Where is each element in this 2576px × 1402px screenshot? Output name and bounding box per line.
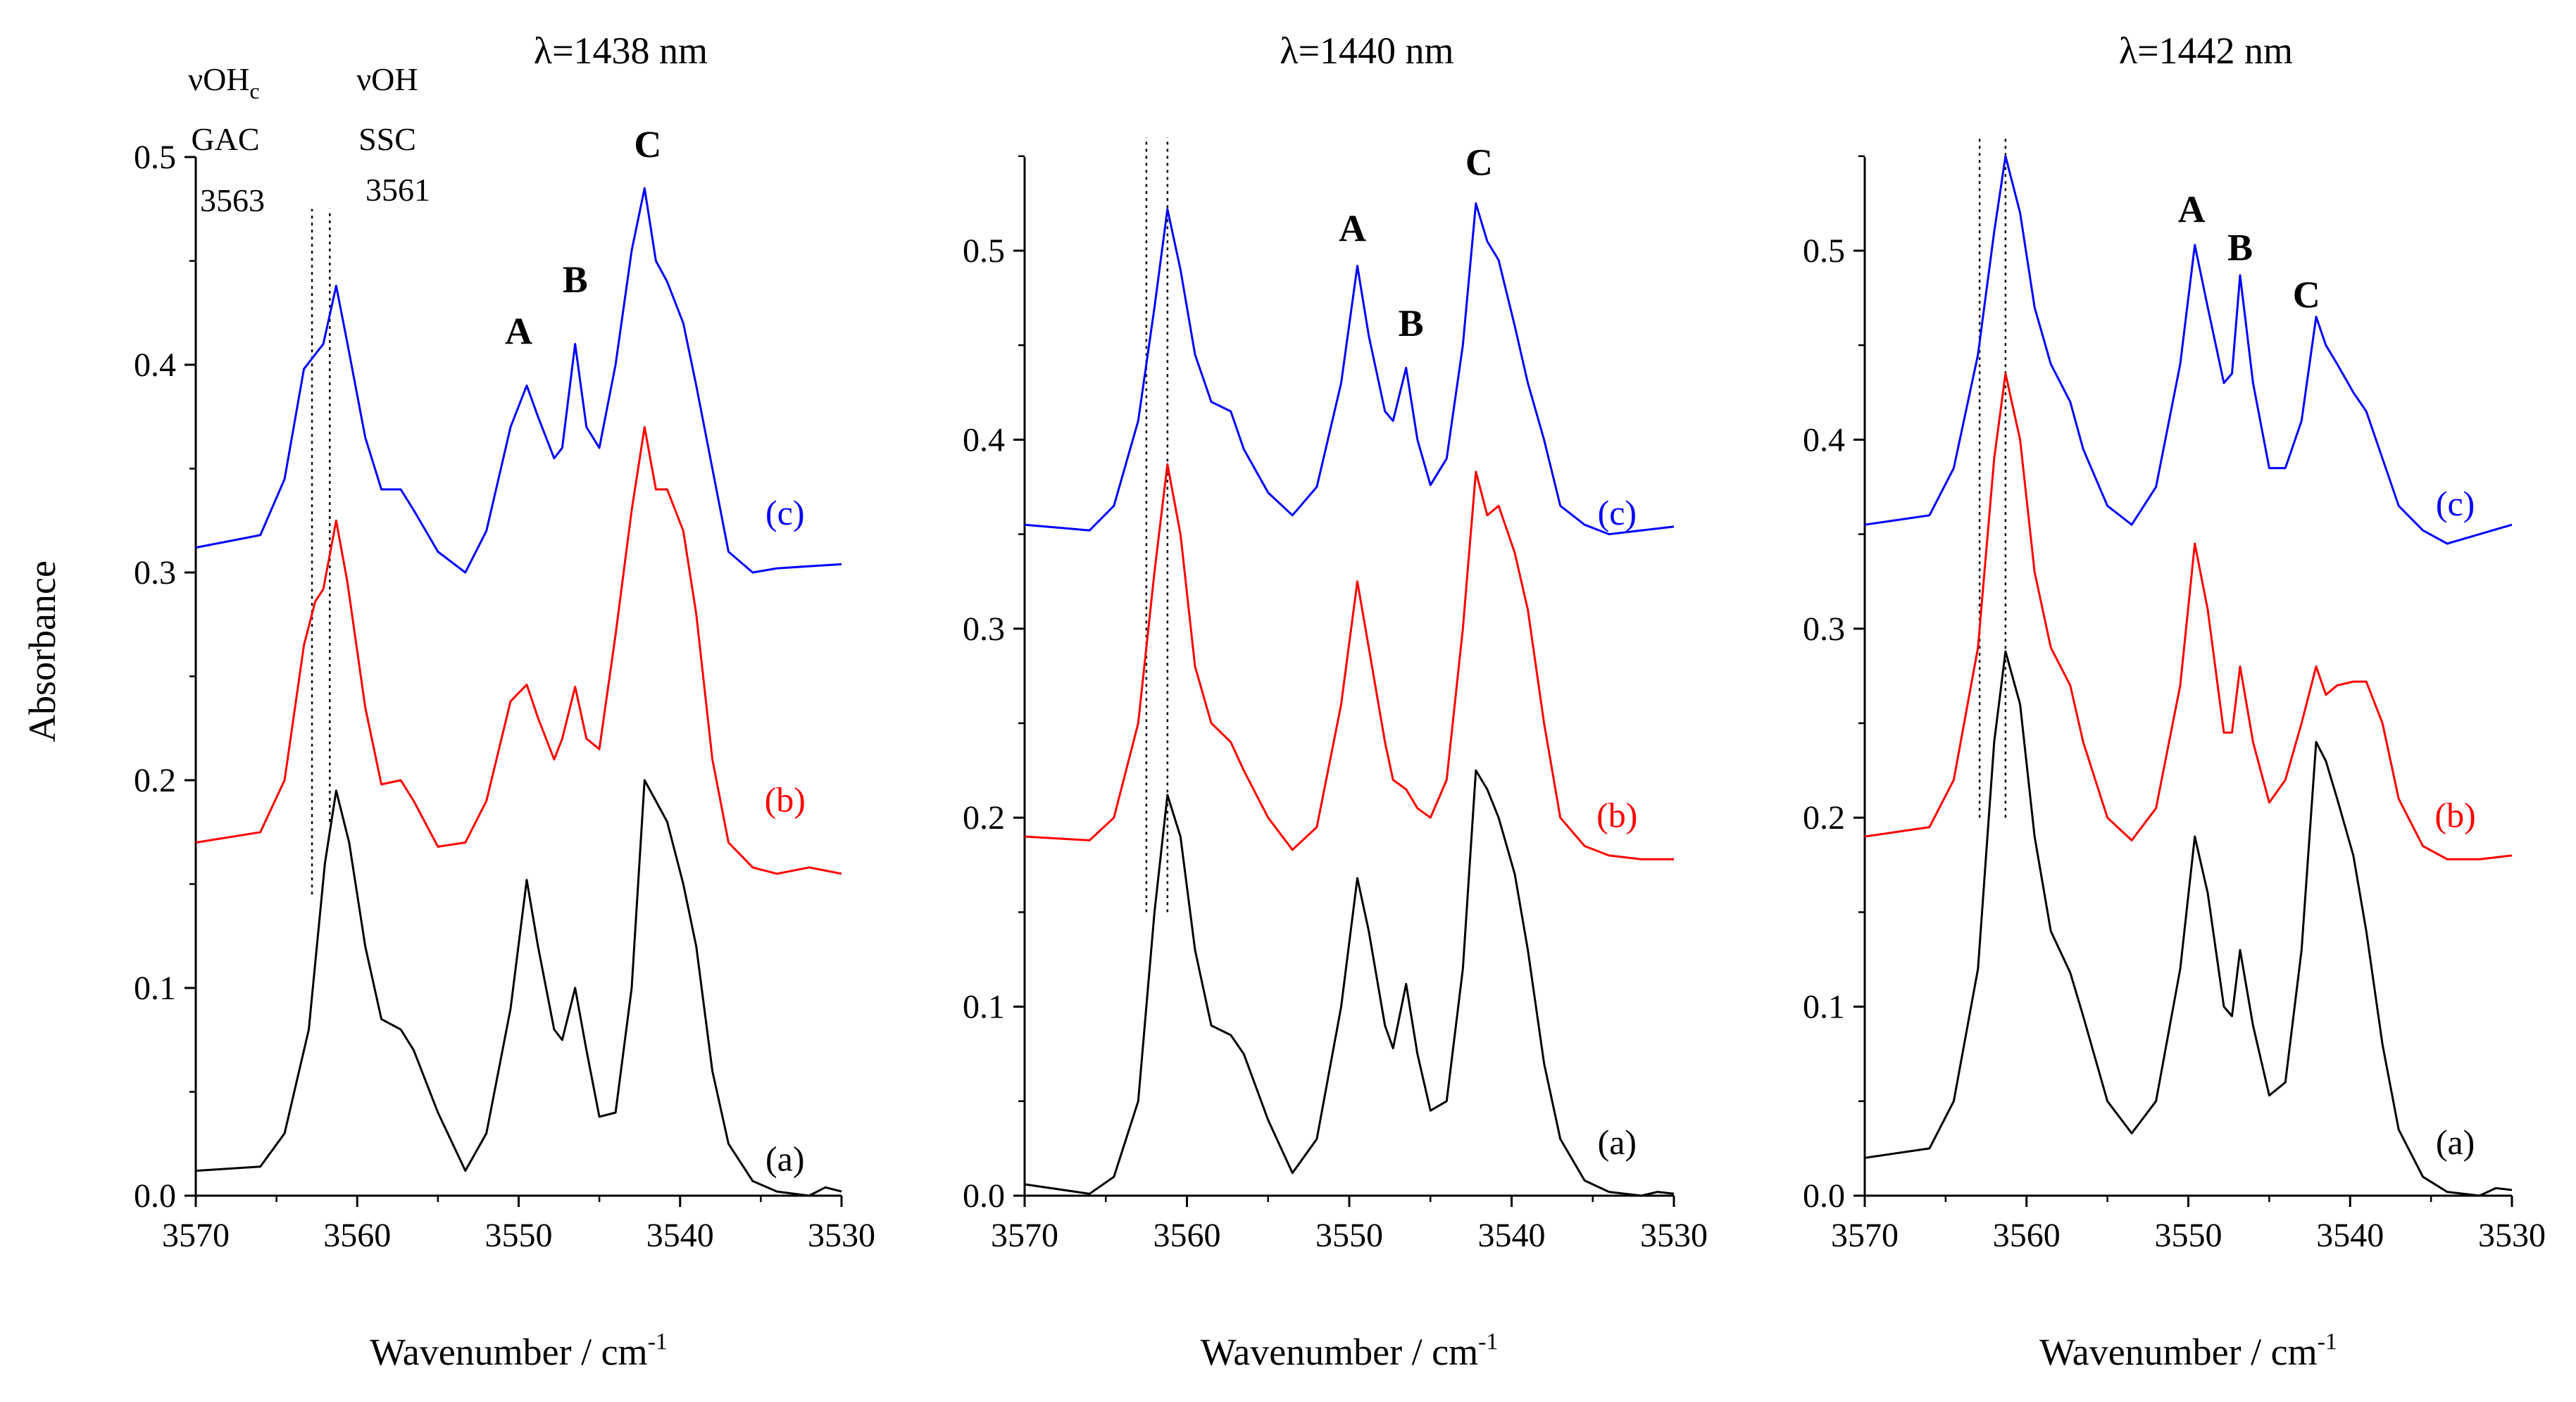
- x-tick-label: 3540: [646, 1217, 714, 1254]
- peak-label: C: [2293, 274, 2320, 316]
- x-tick-label: 3560: [1993, 1217, 2061, 1254]
- series-label: (b): [2434, 796, 2475, 835]
- series-label: (c): [765, 493, 805, 532]
- y-tick-label: 0.2: [1803, 799, 1845, 837]
- x-tick-label: 3570: [991, 1217, 1058, 1254]
- peak-label: B: [2227, 226, 2253, 268]
- annotation-gac-line3: 3563: [200, 182, 265, 218]
- peak-label: A: [1339, 208, 1366, 250]
- y-tick-label: 0.0: [1803, 1177, 1845, 1215]
- x-axis-title: Wavenumber / cm-1: [2039, 1329, 2337, 1373]
- x-tick-label: 3550: [1315, 1217, 1383, 1254]
- series-label: (b): [1596, 796, 1637, 835]
- y-tick-label: 0.1: [1803, 989, 1845, 1026]
- series-line: [1024, 769, 1675, 1197]
- y-axis-title: Absorbance: [21, 561, 63, 742]
- annotation-ssc: νOH SSC 3561: [356, 61, 430, 208]
- series-line: [1024, 463, 1674, 860]
- series-line: [1864, 155, 2513, 545]
- x-tick-label: 3570: [162, 1217, 230, 1254]
- series-line: [195, 187, 842, 574]
- series-label: (a): [1598, 1122, 1637, 1162]
- x-axis-title: Wavenumber / cm-1: [370, 1329, 668, 1373]
- x-tick-label: 3540: [2316, 1217, 2384, 1254]
- panel-title: λ=1440 nm: [1280, 30, 1453, 72]
- series-line: [195, 779, 842, 1197]
- annotation-gac-line2: GAC: [191, 121, 259, 157]
- y-tick-label: 0.1: [963, 989, 1005, 1026]
- x-tick-label: 3560: [1153, 1217, 1221, 1254]
- peak-label: C: [1465, 142, 1493, 184]
- y-tick-label: 0.5: [963, 232, 1005, 270]
- annotation-gac-line1: νOHc: [188, 61, 259, 104]
- series-label: (a): [765, 1139, 805, 1179]
- y-tick-label: 0.3: [1803, 611, 1845, 648]
- y-tick-label: 0.5: [134, 139, 176, 176]
- y-tick-label: 0.1: [134, 970, 176, 1007]
- y-tick-label: 0.5: [1803, 232, 1845, 270]
- panel-title: λ=1438 nm: [534, 30, 708, 72]
- panel-1438: 3570 3560 3550 3540 3530 0.0 0.1 0.2 0.3 0.4 0.5 λ=…: [134, 30, 875, 1373]
- peak-label: A: [505, 311, 532, 353]
- panel-1440: 3570 3560 3550 3540 3530 0.0 0.1 0.2 0.3 0.4 0.5 λ=…: [963, 30, 1708, 1373]
- series-line: [1864, 650, 2513, 1197]
- x-tick-label: 3540: [1478, 1217, 1546, 1254]
- series-line: [195, 426, 842, 875]
- annotation-ssc-line3: 3561: [365, 172, 430, 208]
- y-tick-label: 0.0: [963, 1177, 1005, 1215]
- y-tick-label: 0.4: [963, 421, 1005, 458]
- peak-label: B: [1399, 302, 1424, 344]
- annotation-ssc-line2: SSC: [358, 121, 416, 157]
- peak-label: B: [563, 258, 588, 301]
- x-tick-label: 3530: [808, 1217, 875, 1254]
- panel-1442: 3570 3560 3550 3540 3530 0.0 0.1 0.2 0.3 0.4 0.5 λ=…: [1803, 30, 2546, 1373]
- x-tick-label: 3560: [323, 1217, 391, 1254]
- peak-label: A: [2178, 189, 2206, 231]
- y-tick-label: 0.2: [134, 762, 176, 799]
- series-label: (b): [765, 780, 806, 819]
- series-line: [1024, 202, 1675, 536]
- peak-label: C: [634, 123, 661, 165]
- x-tick-label: 3550: [485, 1217, 553, 1254]
- x-axis-title: Wavenumber / cm-1: [1201, 1329, 1499, 1373]
- series-label: (a): [2436, 1122, 2475, 1162]
- x-tick-label: 3530: [1640, 1217, 1708, 1254]
- series-line: [1864, 373, 2513, 860]
- y-tick-label: 0.4: [1803, 421, 1845, 458]
- series-label: (c): [2436, 484, 2475, 523]
- annotation-ssc-line1: νOH: [356, 61, 418, 97]
- y-tick-label: 0.4: [134, 346, 176, 384]
- panel-title: λ=1442 nm: [2119, 30, 2293, 72]
- x-tick-label: 3550: [2155, 1217, 2222, 1254]
- annotation-gac: νOHc GAC 3563: [188, 61, 265, 218]
- y-tick-label: 0.2: [963, 799, 1005, 837]
- x-tick-label: 3530: [2478, 1217, 2546, 1254]
- x-tick-label: 3570: [1831, 1217, 1899, 1254]
- y-tick-label: 0.3: [963, 611, 1005, 648]
- y-tick-label: 0.0: [134, 1177, 176, 1215]
- series-label: (c): [1598, 493, 1637, 532]
- y-tick-label: 0.3: [134, 554, 176, 592]
